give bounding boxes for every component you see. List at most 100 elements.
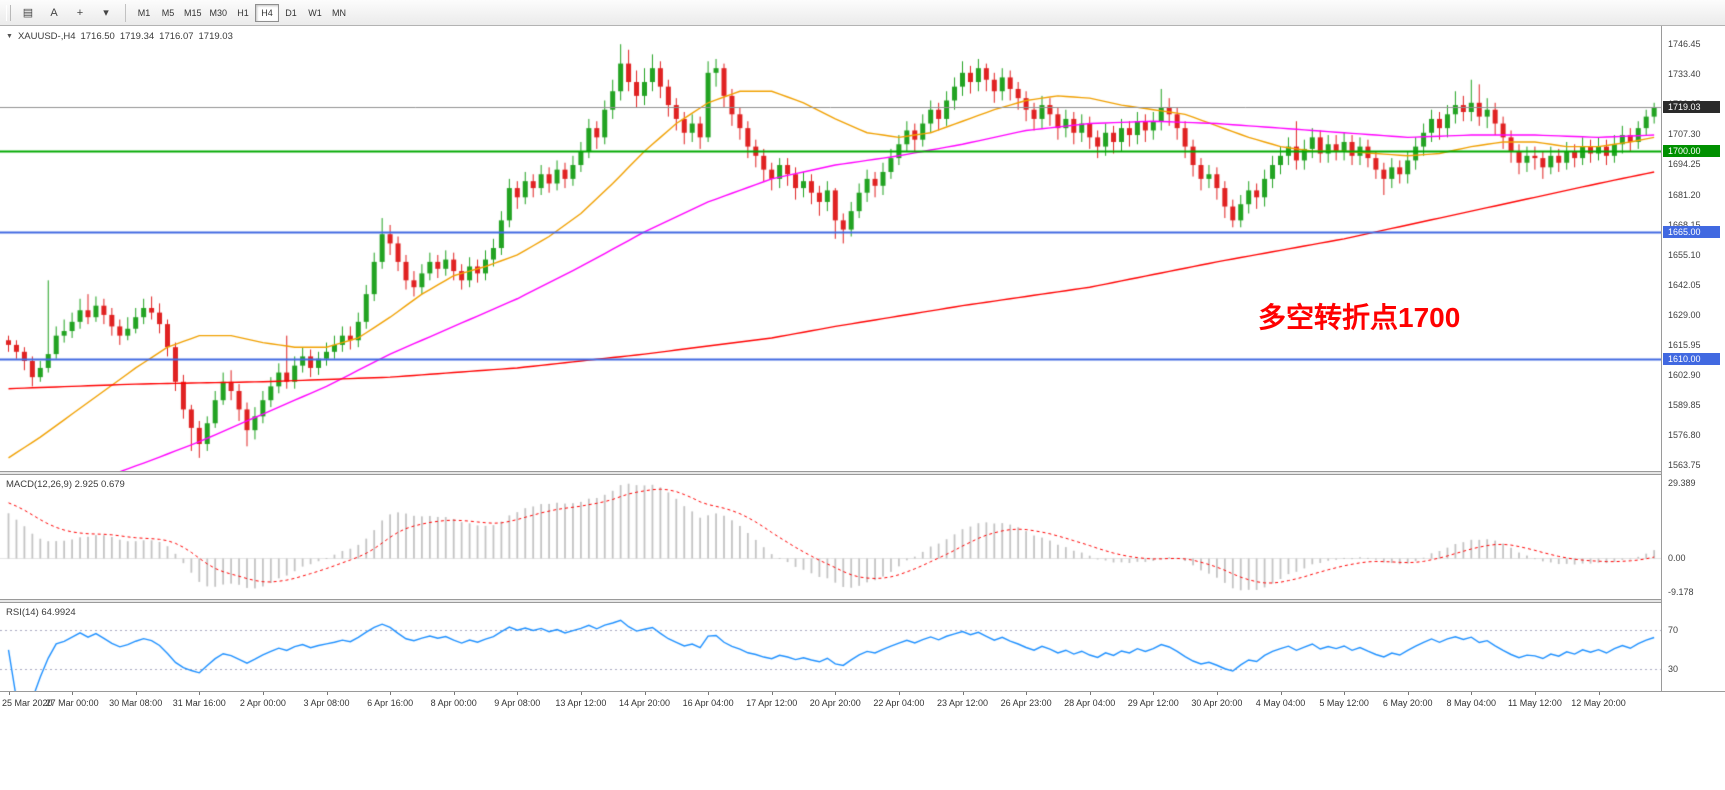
- time-axis-label: 20 Apr 20:00: [809, 698, 861, 708]
- time-axis-label: 28 Apr 04:00: [1064, 698, 1116, 708]
- time-axis-tick: [835, 692, 837, 695]
- price-tick-label: 1615.95: [1668, 339, 1701, 350]
- crosshair-icon[interactable]: +: [76, 6, 84, 19]
- timeframe-button-mn[interactable]: MN: [332, 7, 347, 18]
- time-axis-label: 8 Apr 00:00: [430, 698, 477, 708]
- time-axis-tick: [453, 692, 455, 695]
- pane-splitter-macd[interactable]: [0, 471, 1725, 475]
- timeframe-button-h1[interactable]: H1: [237, 7, 249, 18]
- time-axis-label: 4 May 04:00: [1255, 698, 1306, 708]
- time-axis-label: 23 Apr 12:00: [936, 698, 989, 708]
- macd-axis-top: 29.389: [1668, 478, 1696, 488]
- price-badge-1610.00: 1610.00: [1663, 352, 1720, 365]
- macd-pane: MACD(12,26,9) 2.925 0.679: [0, 475, 1661, 599]
- time-axis-tick: [1216, 692, 1218, 695]
- price-pane: ▼ XAUUSD-,H4 1716.50 1719.34 1716.07 171…: [0, 26, 1661, 471]
- rsi-axis-30: 30: [1668, 664, 1679, 675]
- timeframe-button-d1[interactable]: D1: [285, 7, 297, 18]
- ohlc-low: 1716.07: [159, 31, 194, 42]
- price-tick-label: 1733.40: [1668, 69, 1701, 80]
- rsi-pane: RSI(14) 64.9924: [0, 603, 1661, 691]
- time-axis-tick: [199, 692, 201, 695]
- time-axis-tick: [1598, 692, 1600, 695]
- time-axis-label: 30 Apr 20:00: [1191, 698, 1243, 708]
- time-axis-tick: [517, 692, 519, 695]
- time-axis-tick: [708, 692, 710, 695]
- symbol-name: XAUUSD-,H4: [17, 31, 76, 42]
- rsi-canvas[interactable]: [0, 603, 1661, 691]
- time-axis[interactable]: 25 Mar 2020 27 Mar 00:00 30 Mar 08:00 31 Ma…: [0, 691, 1725, 714]
- price-tick-label: 1589.85: [1668, 400, 1701, 411]
- symbol-ohlc-label: ▼ XAUUSD-,H4 1716.50 1719.34 1716.07 171…: [6, 31, 233, 42]
- timeframe-button-m15[interactable]: M15: [184, 7, 202, 18]
- time-axis-tick: [1153, 692, 1155, 695]
- price-badge-1665.00: 1665.00: [1663, 225, 1720, 238]
- charts-grid-icon[interactable]: ▤: [22, 7, 34, 19]
- time-axis-tick: [390, 692, 392, 695]
- price-tick-label: 1694.25: [1668, 159, 1701, 170]
- macd-axis-zero: 0.00: [1668, 553, 1686, 564]
- time-axis-label: 27 Mar 00:00: [45, 698, 99, 708]
- macd-canvas[interactable]: [0, 475, 1661, 599]
- time-axis-label: 16 Apr 04:00: [682, 698, 734, 708]
- ohlc-high: 1719.34: [119, 31, 155, 42]
- time-axis-tick: [1344, 692, 1346, 695]
- price-tick-label: 1563.75: [1668, 460, 1701, 471]
- timeframe-button-m5[interactable]: M5: [161, 7, 175, 18]
- time-axis-label: 12 May 20:00: [1571, 698, 1626, 708]
- ohlc-open: 1716.50: [80, 31, 115, 42]
- price-scale[interactable]: 1746.451733.401720.351707.301694.251681.…: [1661, 26, 1725, 691]
- price-tick-label: 1655.10: [1668, 249, 1701, 260]
- ohlc-close: 1719.03: [198, 31, 233, 42]
- timeframe-button-m30[interactable]: M30: [209, 7, 228, 18]
- toolbar-divider: [125, 3, 126, 22]
- time-axis-tick: [644, 692, 646, 695]
- time-axis-label: 9 Apr 08:00: [494, 698, 541, 708]
- price-tick-label: 1681.20: [1668, 189, 1701, 200]
- price-badge-1719.03: 1719.03: [1663, 101, 1720, 114]
- time-axis-tick: [1089, 692, 1091, 695]
- time-axis-tick: [262, 692, 264, 695]
- time-axis-label: 8 May 04:00: [1446, 698, 1497, 708]
- price-tick-label: 1746.45: [1668, 39, 1701, 50]
- text-annotate-icon[interactable]: A: [50, 6, 58, 19]
- toolbar-left-icons: ▤ A + ▾: [15, 2, 119, 23]
- timeframe-group: M1 M5 M15 M30 H1 H4 D1 W1 MN: [132, 3, 351, 22]
- time-axis-label: 3 Apr 08:00: [303, 698, 350, 708]
- time-axis-tick: [1471, 692, 1473, 695]
- time-axis-tick: [771, 692, 773, 695]
- time-axis-label: 26 Apr 23:00: [1000, 698, 1052, 708]
- time-axis-label: 30 Mar 08:00: [109, 698, 163, 708]
- time-axis-tick: [580, 692, 582, 695]
- chart-window: ▼ XAUUSD-,H4 1716.50 1719.34 1716.07 171…: [0, 26, 1725, 714]
- price-chart-canvas[interactable]: [0, 26, 1661, 471]
- time-axis-tick: [962, 692, 964, 695]
- chart-annotation-text[interactable]: 多空转折点1700: [1258, 302, 1461, 333]
- time-axis-label: 5 May 12:00: [1319, 698, 1369, 708]
- time-axis-label: 22 Apr 04:00: [873, 698, 925, 708]
- time-axis-label: 6 Apr 16:00: [367, 698, 414, 708]
- price-tick-label: 1642.05: [1668, 279, 1701, 290]
- time-axis-label: 29 Apr 12:00: [1127, 698, 1179, 708]
- time-axis-tick: [1407, 692, 1409, 695]
- time-axis-label: 11 May 12:00: [1507, 698, 1562, 708]
- time-axis-tick: [1026, 692, 1028, 695]
- timeframe-button-m1[interactable]: M1: [137, 7, 151, 18]
- indicators-dropdown-icon[interactable]: ▾: [103, 7, 109, 19]
- timeframe-button-w1[interactable]: W1: [308, 7, 322, 18]
- pane-splitter-rsi[interactable]: [0, 599, 1725, 603]
- time-axis-label: 31 Mar 16:00: [172, 698, 226, 708]
- time-axis-tick: [898, 692, 900, 695]
- price-tick-label: 1707.30: [1668, 129, 1701, 140]
- timeframe-button-h4[interactable]: H4: [255, 3, 280, 22]
- time-axis-label: 25 Mar 2020: [2, 698, 53, 708]
- time-axis-label: 17 Apr 12:00: [746, 698, 798, 708]
- rsi-label: RSI(14) 64.9924: [6, 607, 76, 618]
- price-badge-1700.00: 1700.00: [1663, 145, 1720, 158]
- toolbar-grip[interactable]: [6, 4, 11, 21]
- price-tick-label: 1629.00: [1668, 309, 1701, 320]
- symbol-dropdown-icon[interactable]: ▼: [6, 33, 13, 40]
- time-axis-label: 6 May 20:00: [1382, 698, 1433, 708]
- price-tick-label: 1576.80: [1668, 430, 1701, 441]
